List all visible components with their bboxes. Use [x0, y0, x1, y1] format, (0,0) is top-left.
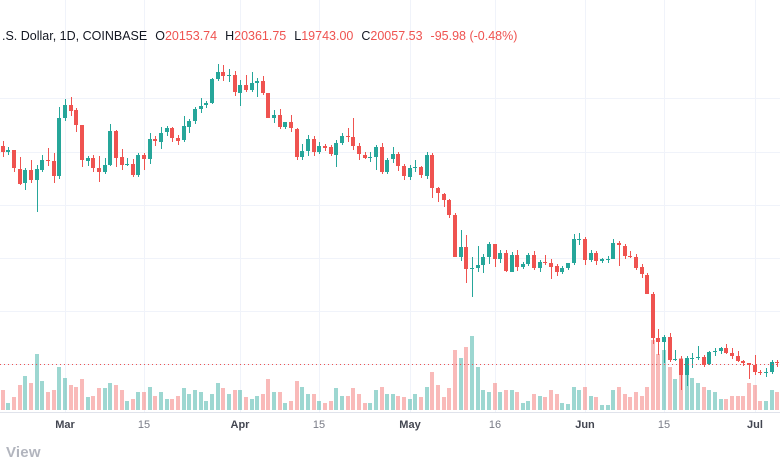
- time-axis-label: Mar: [55, 419, 75, 431]
- time-axis-label: 15: [658, 419, 670, 431]
- tradingview-logo[interactable]: View: [6, 444, 41, 461]
- ohlc-high: H20361.75: [225, 29, 287, 43]
- time-axis-label: Jun: [575, 419, 595, 431]
- grid-layer: [0, 0, 780, 412]
- ohlc-close: C20057.53: [361, 29, 423, 43]
- time-axis[interactable]: Mar 15 Apr 15 May 16 Jun 15 Jul: [0, 412, 780, 432]
- symbol-title[interactable]: .S. Dollar: [2, 29, 60, 43]
- ohlc-open: O20153.74: [155, 29, 218, 43]
- time-axis-label: Jul: [747, 419, 763, 431]
- ohlc-low: L19743.00: [294, 29, 354, 43]
- time-axis-label: 15: [138, 419, 150, 431]
- price-change: -95.98 (-0.48%): [430, 29, 518, 43]
- exchange-name: COINBASE: [82, 29, 148, 43]
- symbol-legend: .S. Dollar1DCOINBASE O20153.74 H20361.75 L1…: [2, 29, 517, 43]
- time-axis-label: Apr: [231, 419, 251, 431]
- time-axis-label: 15: [313, 419, 325, 431]
- candles-layer: [1, 64, 779, 390]
- chart-interval[interactable]: 1D: [60, 29, 83, 43]
- time-axis-label: 16: [489, 419, 501, 431]
- time-axis-label: May: [399, 419, 421, 431]
- volume-layer: [1, 336, 779, 410]
